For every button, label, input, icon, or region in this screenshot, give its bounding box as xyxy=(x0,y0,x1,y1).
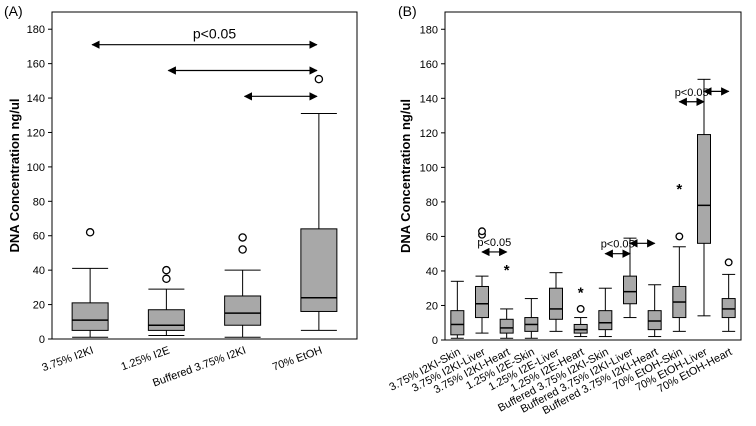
panel-label: (A) xyxy=(4,3,23,19)
y-tick-label: 180 xyxy=(27,24,45,36)
y-tick-label: 40 xyxy=(426,266,438,278)
outlier-point xyxy=(162,274,171,284)
x-category-label: 3.75% I2KI xyxy=(40,345,95,375)
y-tick-label: 100 xyxy=(27,162,45,174)
outlier-point xyxy=(85,228,95,237)
box-iqr xyxy=(697,134,711,244)
box-iqr xyxy=(573,323,588,334)
box-iqr xyxy=(623,275,637,305)
box-iqr xyxy=(300,228,338,312)
outlier-point xyxy=(238,245,247,254)
y-tick-label: 160 xyxy=(27,59,45,71)
outlier-point xyxy=(162,265,171,275)
box-iqr xyxy=(721,298,736,319)
outlier-point xyxy=(238,233,247,242)
y-axis-title: DNA Concentration ng/ul xyxy=(7,98,22,252)
y-tick-label: 160 xyxy=(420,59,438,71)
box-iqr xyxy=(450,310,465,336)
box-iqr xyxy=(147,309,185,331)
y-tick-label: 80 xyxy=(426,197,438,209)
panel-label: (B) xyxy=(398,3,417,19)
y-tick-label: 0 xyxy=(432,335,438,347)
significance-label: p<0.05 xyxy=(675,87,709,99)
plot-frame xyxy=(444,11,742,341)
outlier-point xyxy=(314,74,324,84)
box-iqr xyxy=(647,310,662,331)
box-iqr xyxy=(475,285,489,319)
y-tick-label: 80 xyxy=(33,196,45,208)
outlier-point xyxy=(478,227,486,236)
significance-label: p<0.05 xyxy=(193,26,236,42)
plot-frame xyxy=(51,11,358,340)
box-iqr xyxy=(224,295,262,326)
y-tick-label: 60 xyxy=(426,231,438,243)
y-tick-label: 120 xyxy=(420,128,438,140)
box-iqr xyxy=(549,287,563,320)
significance-label: p<0.05 xyxy=(601,239,635,251)
y-tick-label: 20 xyxy=(33,300,45,312)
x-category-label: 70% EtOH xyxy=(271,345,324,374)
outlier-point xyxy=(576,304,585,313)
outlier-point xyxy=(675,232,684,241)
y-axis-title: DNA Concentration ng/ul xyxy=(398,99,413,253)
box-iqr xyxy=(499,318,514,334)
x-category-label: 1.25% I2E xyxy=(120,345,172,374)
y-tick-label: 180 xyxy=(420,24,438,36)
y-tick-label: 40 xyxy=(33,265,45,277)
outlier-point xyxy=(724,258,733,267)
y-tick-label: 20 xyxy=(426,300,438,312)
y-tick-label: 140 xyxy=(27,93,45,105)
box-iqr xyxy=(71,302,109,331)
y-tick-label: 120 xyxy=(27,127,45,139)
significance-label: p<0.05 xyxy=(477,237,511,249)
y-tick-label: 60 xyxy=(33,231,45,243)
y-tick-label: 140 xyxy=(420,93,438,105)
box-iqr xyxy=(598,310,613,331)
extreme-point: * xyxy=(504,262,510,279)
y-tick-label: 100 xyxy=(420,162,438,174)
extreme-point: * xyxy=(578,285,584,302)
extreme-point: * xyxy=(676,181,682,198)
y-tick-label: 0 xyxy=(39,334,45,346)
